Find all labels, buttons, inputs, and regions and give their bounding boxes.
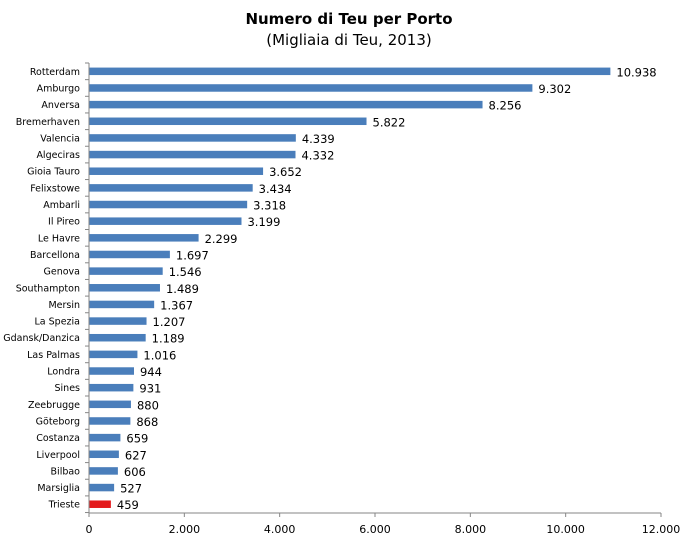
value-label: 8.256 (489, 99, 522, 113)
chart-subtitle: (Migliaia di Teu, 2013) (266, 31, 432, 49)
value-label: 880 (137, 398, 159, 412)
value-label: 931 (139, 382, 161, 396)
value-label: 4.332 (301, 149, 334, 163)
value-label: 3.318 (253, 199, 286, 213)
bar (89, 84, 533, 92)
bar (89, 417, 131, 425)
category-label: Felixstowe (30, 183, 80, 194)
value-label: 627 (125, 448, 147, 462)
bar (89, 134, 296, 142)
bar (89, 167, 264, 175)
value-label: 606 (124, 465, 146, 479)
value-label: 4.339 (302, 132, 335, 146)
value-label: 5.822 (373, 115, 406, 129)
bar (89, 217, 242, 225)
category-label: Anversa (41, 100, 80, 111)
bar (89, 333, 146, 342)
category-label: Marsiglia (37, 483, 80, 494)
bar (89, 234, 199, 242)
category-label: Trieste (48, 500, 80, 511)
category-label: Le Havre (38, 233, 80, 244)
value-label: 1.489 (166, 282, 199, 296)
value-label: 1.189 (152, 332, 185, 346)
bar (89, 117, 367, 126)
value-label: 3.434 (259, 182, 292, 196)
bar (89, 317, 147, 325)
bar (89, 450, 119, 459)
x-tick-label: 6.000 (359, 523, 391, 536)
x-tick-label: 0 (86, 523, 93, 536)
category-label: Il Pireo (48, 217, 80, 228)
category-label: Barcellona (30, 250, 80, 261)
value-label: 659 (126, 432, 148, 446)
value-label: 1.697 (176, 248, 209, 262)
category-label: Bremerhaven (16, 117, 80, 128)
bar (89, 200, 248, 209)
bar (89, 483, 115, 492)
x-tick-label: 12.000 (642, 523, 681, 536)
category-label: Valencia (40, 133, 80, 144)
bar (89, 383, 134, 392)
value-label: 1.016 (143, 348, 176, 362)
x-tick-label: 4.000 (264, 523, 296, 536)
value-label: 2.299 (205, 232, 238, 246)
value-label: 944 (140, 365, 162, 379)
value-label: 1.546 (169, 265, 202, 279)
value-label: 868 (136, 415, 158, 429)
category-label: Liverpool (36, 450, 80, 461)
category-label: Amburgo (37, 83, 81, 94)
x-tick-label: 10.000 (546, 523, 585, 536)
category-label: Las Palmas (27, 350, 80, 361)
category-label: Londra (47, 367, 80, 378)
x-tick-label: 8.000 (455, 523, 487, 536)
category-label: Mersin (48, 300, 80, 311)
bar (89, 500, 111, 508)
category-label: Zeebrugge (28, 400, 80, 411)
bar (89, 367, 134, 375)
category-label: Ambarli (43, 200, 80, 211)
value-label: 3.199 (247, 215, 280, 229)
x-tick-label: 2.000 (169, 523, 201, 536)
category-label: Costanza (36, 433, 80, 444)
bar (89, 350, 138, 359)
bar (89, 150, 296, 159)
category-label: Algeciras (36, 150, 80, 161)
bar (89, 267, 163, 275)
bar (89, 284, 160, 292)
value-label: 10.938 (616, 65, 656, 79)
category-label: Rotterdam (30, 67, 80, 78)
bar (89, 400, 131, 409)
category-label: Gioia Tauro (27, 167, 80, 178)
chart-title: Numero di Teu per Porto (245, 10, 453, 28)
category-label: Southampton (16, 283, 80, 294)
value-label: 3.652 (269, 165, 302, 179)
category-label: La Spezia (35, 317, 81, 328)
category-label: Gdansk/Danzica (3, 333, 80, 344)
value-label: 459 (117, 498, 139, 512)
bar (89, 67, 611, 76)
category-label: Bilbao (51, 466, 81, 477)
bar (89, 100, 483, 109)
bar (89, 433, 121, 442)
bar (89, 300, 155, 309)
bar (89, 467, 118, 475)
category-label: Genova (44, 267, 80, 278)
value-label: 1.367 (160, 298, 193, 312)
bar (89, 250, 170, 259)
value-label: 1.207 (153, 315, 186, 329)
value-label: 9.302 (538, 82, 571, 96)
value-label: 527 (120, 482, 142, 496)
category-label: Sines (55, 383, 81, 394)
bar (89, 184, 253, 192)
category-label: Göteborg (36, 416, 80, 427)
